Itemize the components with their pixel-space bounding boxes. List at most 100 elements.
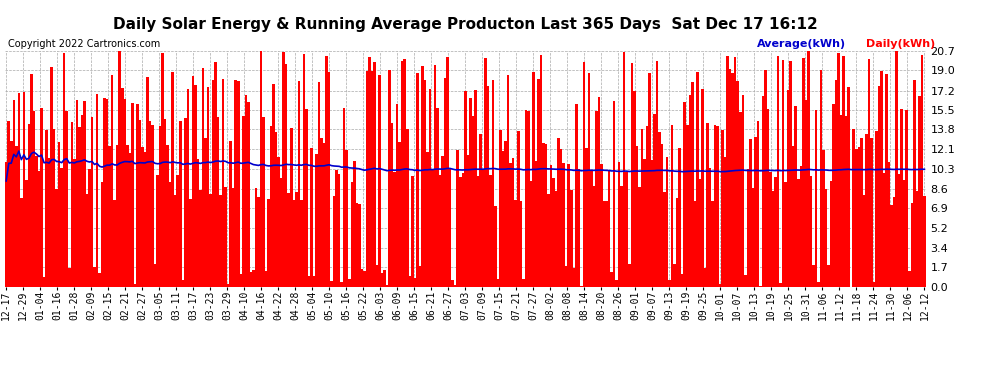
Bar xyxy=(706,123,709,287)
Bar xyxy=(448,169,451,287)
Bar xyxy=(220,195,222,287)
Bar xyxy=(471,116,474,287)
Bar xyxy=(305,109,308,287)
Bar xyxy=(164,119,166,287)
Bar xyxy=(290,129,292,287)
Bar xyxy=(13,100,15,287)
Bar xyxy=(543,143,545,287)
Bar xyxy=(756,121,759,287)
Bar xyxy=(437,108,439,287)
Bar xyxy=(751,188,754,287)
Bar xyxy=(139,120,142,287)
Bar xyxy=(300,200,303,287)
Bar xyxy=(641,129,644,287)
Bar xyxy=(828,265,830,287)
Bar xyxy=(20,198,23,287)
Bar xyxy=(691,82,694,287)
Bar xyxy=(570,190,572,287)
Bar xyxy=(906,110,908,287)
Bar xyxy=(724,157,727,287)
Bar xyxy=(103,98,106,287)
Bar xyxy=(199,190,202,287)
Bar xyxy=(565,266,567,287)
Bar xyxy=(766,109,769,287)
Bar xyxy=(209,194,212,287)
Bar xyxy=(48,158,50,287)
Bar xyxy=(704,268,706,287)
Bar xyxy=(676,198,678,287)
Bar xyxy=(761,96,764,287)
Bar xyxy=(547,194,549,287)
Bar xyxy=(315,153,318,287)
Bar xyxy=(295,192,298,287)
Bar xyxy=(613,101,616,287)
Bar xyxy=(292,200,295,287)
Bar xyxy=(671,125,673,287)
Bar xyxy=(259,51,262,287)
Bar xyxy=(147,77,148,287)
Bar xyxy=(593,186,595,287)
Bar xyxy=(577,169,580,287)
Bar xyxy=(540,55,543,287)
Bar xyxy=(310,148,313,287)
Bar xyxy=(648,73,650,287)
Bar xyxy=(600,164,603,287)
Bar xyxy=(921,55,923,287)
Bar xyxy=(439,175,442,287)
Bar xyxy=(454,285,456,287)
Bar xyxy=(769,172,772,287)
Bar xyxy=(552,178,554,287)
Bar xyxy=(451,280,454,287)
Bar xyxy=(101,182,103,287)
Bar xyxy=(63,53,65,287)
Bar xyxy=(235,80,237,287)
Bar xyxy=(38,171,41,287)
Bar xyxy=(194,85,197,287)
Bar xyxy=(923,196,926,287)
Bar xyxy=(517,131,520,287)
Bar xyxy=(626,172,628,287)
Bar xyxy=(33,111,36,287)
Bar xyxy=(504,141,507,287)
Bar xyxy=(368,57,370,287)
Bar xyxy=(60,168,63,287)
Bar xyxy=(58,142,60,287)
Bar xyxy=(633,90,636,287)
Bar xyxy=(388,70,391,287)
Bar xyxy=(820,70,823,287)
Bar xyxy=(772,191,774,287)
Bar xyxy=(214,62,217,287)
Bar xyxy=(774,177,777,287)
Bar xyxy=(476,176,479,287)
Bar xyxy=(660,144,663,287)
Bar xyxy=(580,286,582,287)
Bar xyxy=(520,201,522,287)
Bar xyxy=(237,81,240,287)
Bar xyxy=(252,270,254,287)
Bar xyxy=(277,157,280,287)
Bar xyxy=(727,56,729,287)
Bar xyxy=(298,81,300,287)
Bar xyxy=(303,54,305,287)
Bar xyxy=(217,117,220,287)
Bar xyxy=(333,196,336,287)
Bar xyxy=(398,141,401,287)
Bar xyxy=(169,182,171,287)
Bar xyxy=(605,201,608,287)
Bar xyxy=(393,172,396,287)
Bar xyxy=(282,53,285,287)
Bar xyxy=(318,82,320,287)
Bar xyxy=(789,61,792,287)
Bar xyxy=(872,282,875,287)
Bar xyxy=(777,56,779,287)
Bar xyxy=(376,266,378,287)
Bar xyxy=(343,108,346,287)
Bar xyxy=(732,73,734,287)
Bar xyxy=(628,264,631,287)
Bar xyxy=(50,67,52,287)
Bar xyxy=(686,125,688,287)
Bar xyxy=(346,150,348,287)
Bar xyxy=(717,126,719,287)
Bar xyxy=(812,266,815,287)
Bar xyxy=(554,191,557,287)
